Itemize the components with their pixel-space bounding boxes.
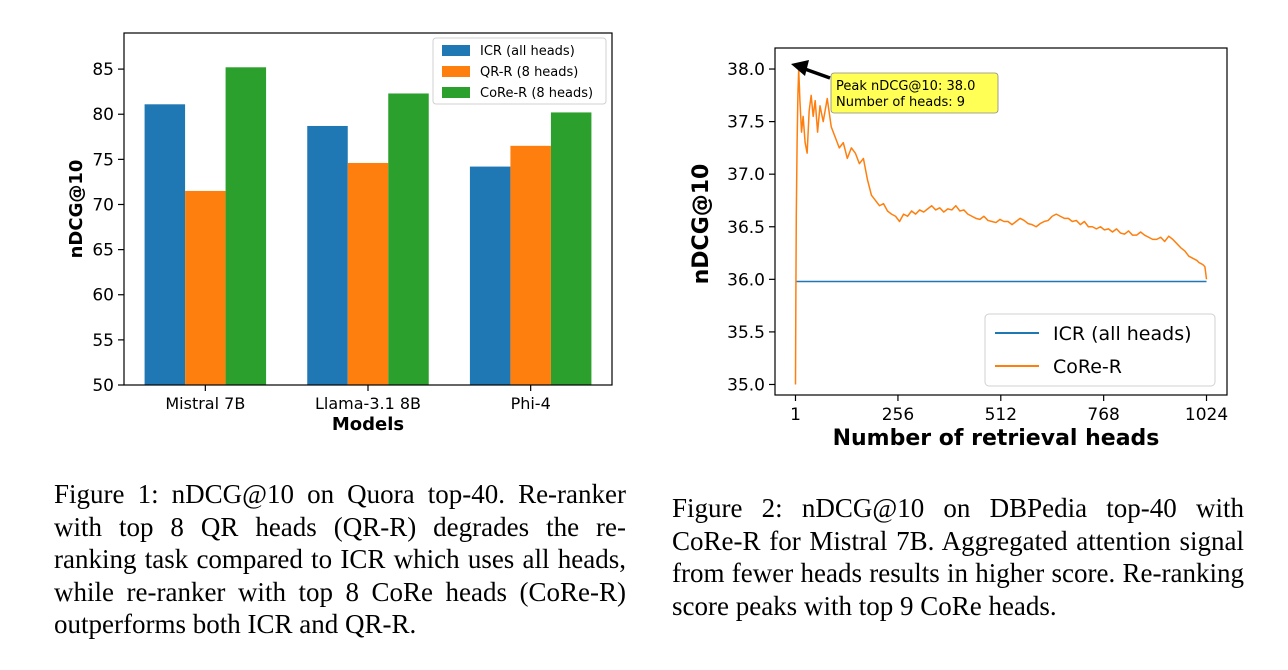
figure2-y-ticks: 35.0 35.5 36.0 36.5 37.0 37.5 38.0 [727, 60, 775, 395]
legend-label-icr: ICR (all heads) [480, 44, 575, 59]
figure2-line-chart: 35.035.536.036.537.037.538.0 1 256 512 768 1… [689, 47, 1228, 451]
x-tick-label: Mistral 7B [165, 394, 245, 413]
x-tick-label: Llama-3.1 8B [315, 394, 421, 413]
figure1-legend-frame [432, 37, 607, 105]
x-tick-label: 1024 [1185, 405, 1228, 425]
y-tick-label: 37.0 [727, 165, 765, 185]
series-line-core-r [794, 68, 1208, 385]
legend-swatch-icr [442, 45, 470, 56]
annotation-arrow-shaft [801, 66, 831, 80]
figure2-plot-frame [774, 47, 1228, 396]
annotation-box [830, 72, 999, 114]
y-tick-label: 75 [92, 150, 114, 170]
figure2-x-ticks: 1 256 512 768 1024 [790, 395, 1228, 425]
figure2-caption: Figure 2: nDCG@10 on DBPedia top-40 with… [672, 493, 1244, 621]
legend-swatch-corer [442, 87, 470, 98]
y-tick-label: 35.5 [727, 323, 765, 343]
figure2-annotation: Peak nDCG@10: 38.0 Number of heads: 9 [791, 60, 999, 114]
figure1-plot-frame [123, 32, 613, 386]
bar-llama-3-1-8b-core-r-8-heads [388, 93, 429, 385]
figure2-legend-frame [984, 313, 1216, 387]
bar-mistral-7b-qr-r-8-heads [185, 190, 226, 385]
figure1-x-ticks: Mistral 7B Llama-3.1 8B Phi-4 [165, 385, 551, 413]
figure2-lines [794, 68, 1208, 385]
figure1-xlabel: Models [332, 414, 404, 435]
y-tick-label: 50 [92, 376, 114, 396]
legend-label-corer: CoRe-R (8 heads) [480, 86, 593, 101]
x-tick-label: 512 [985, 405, 1017, 425]
figure1-y-ticks: 50 55 60 65 70 75 80 85 [92, 60, 124, 396]
y-tick-label: 55 [92, 331, 114, 351]
x-tick-label: 256 [882, 405, 914, 425]
bar-mistral-7b-icr-all-heads [144, 104, 186, 386]
bar-phi-4-core-r-8-heads [550, 112, 592, 385]
y-tick-label: 37.5 [727, 113, 765, 133]
legend-swatch-qrr [442, 66, 470, 77]
y-tick-label: 80 [92, 105, 114, 125]
y-tick-label: 35.0 [727, 375, 765, 395]
y-tick-label: 70 [92, 195, 114, 215]
bar-llama-3-1-8b-icr-all-heads [307, 125, 348, 385]
figure1-caption: Figure 1: nDCG@10 on Quora top-40. Re-ra… [54, 479, 626, 639]
figure2-legend: ICR (all heads) CoRe-R [984, 313, 1216, 387]
y-tick-label: 60 [92, 286, 114, 306]
y-tick-label: 65 [92, 241, 114, 261]
annotation-arrow-head [791, 60, 809, 76]
bar-llama-3-1-8b-qr-r-8-heads [347, 162, 389, 385]
figure2-ylabel: nDCG@10 [689, 164, 714, 285]
annotation-peak: Peak nDCG@10: 38.0 [836, 79, 975, 94]
annotation-heads: Number of heads: 9 [836, 95, 965, 110]
figure1-legend: ICR (all heads) QR-R (8 heads) CoRe-R (8… [432, 37, 607, 105]
figure2-xlabel: Number of retrieval heads [833, 426, 1160, 451]
legend-label-icr-line: ICR (all heads) [1053, 323, 1192, 345]
bar-phi-4-qr-r-8-heads [510, 145, 551, 385]
bar-mistral-7b-core-r-8-heads [225, 67, 267, 386]
bar-phi-4-icr-all-heads [469, 166, 511, 385]
x-tick-label: Phi-4 [511, 394, 551, 413]
x-tick-label: 768 [1087, 405, 1119, 425]
y-tick-label: 38.0 [727, 60, 765, 80]
y-tick-label: 36.0 [727, 270, 765, 290]
y-tick-label: 36.5 [727, 218, 765, 238]
x-tick-label: 1 [790, 405, 801, 425]
legend-label-corer-line: CoRe-R [1053, 356, 1122, 378]
figure1-bars [144, 67, 592, 386]
figure1-ylabel: nDCG@10 [66, 160, 87, 259]
y-tick-label: 85 [92, 60, 114, 80]
figure1-bar-chart: 50 55 60 65 70 75 80 85 Mistral 7B Llama-3.1 8B P… [66, 32, 613, 435]
legend-label-qrr: QR-R (8 heads) [480, 65, 578, 80]
